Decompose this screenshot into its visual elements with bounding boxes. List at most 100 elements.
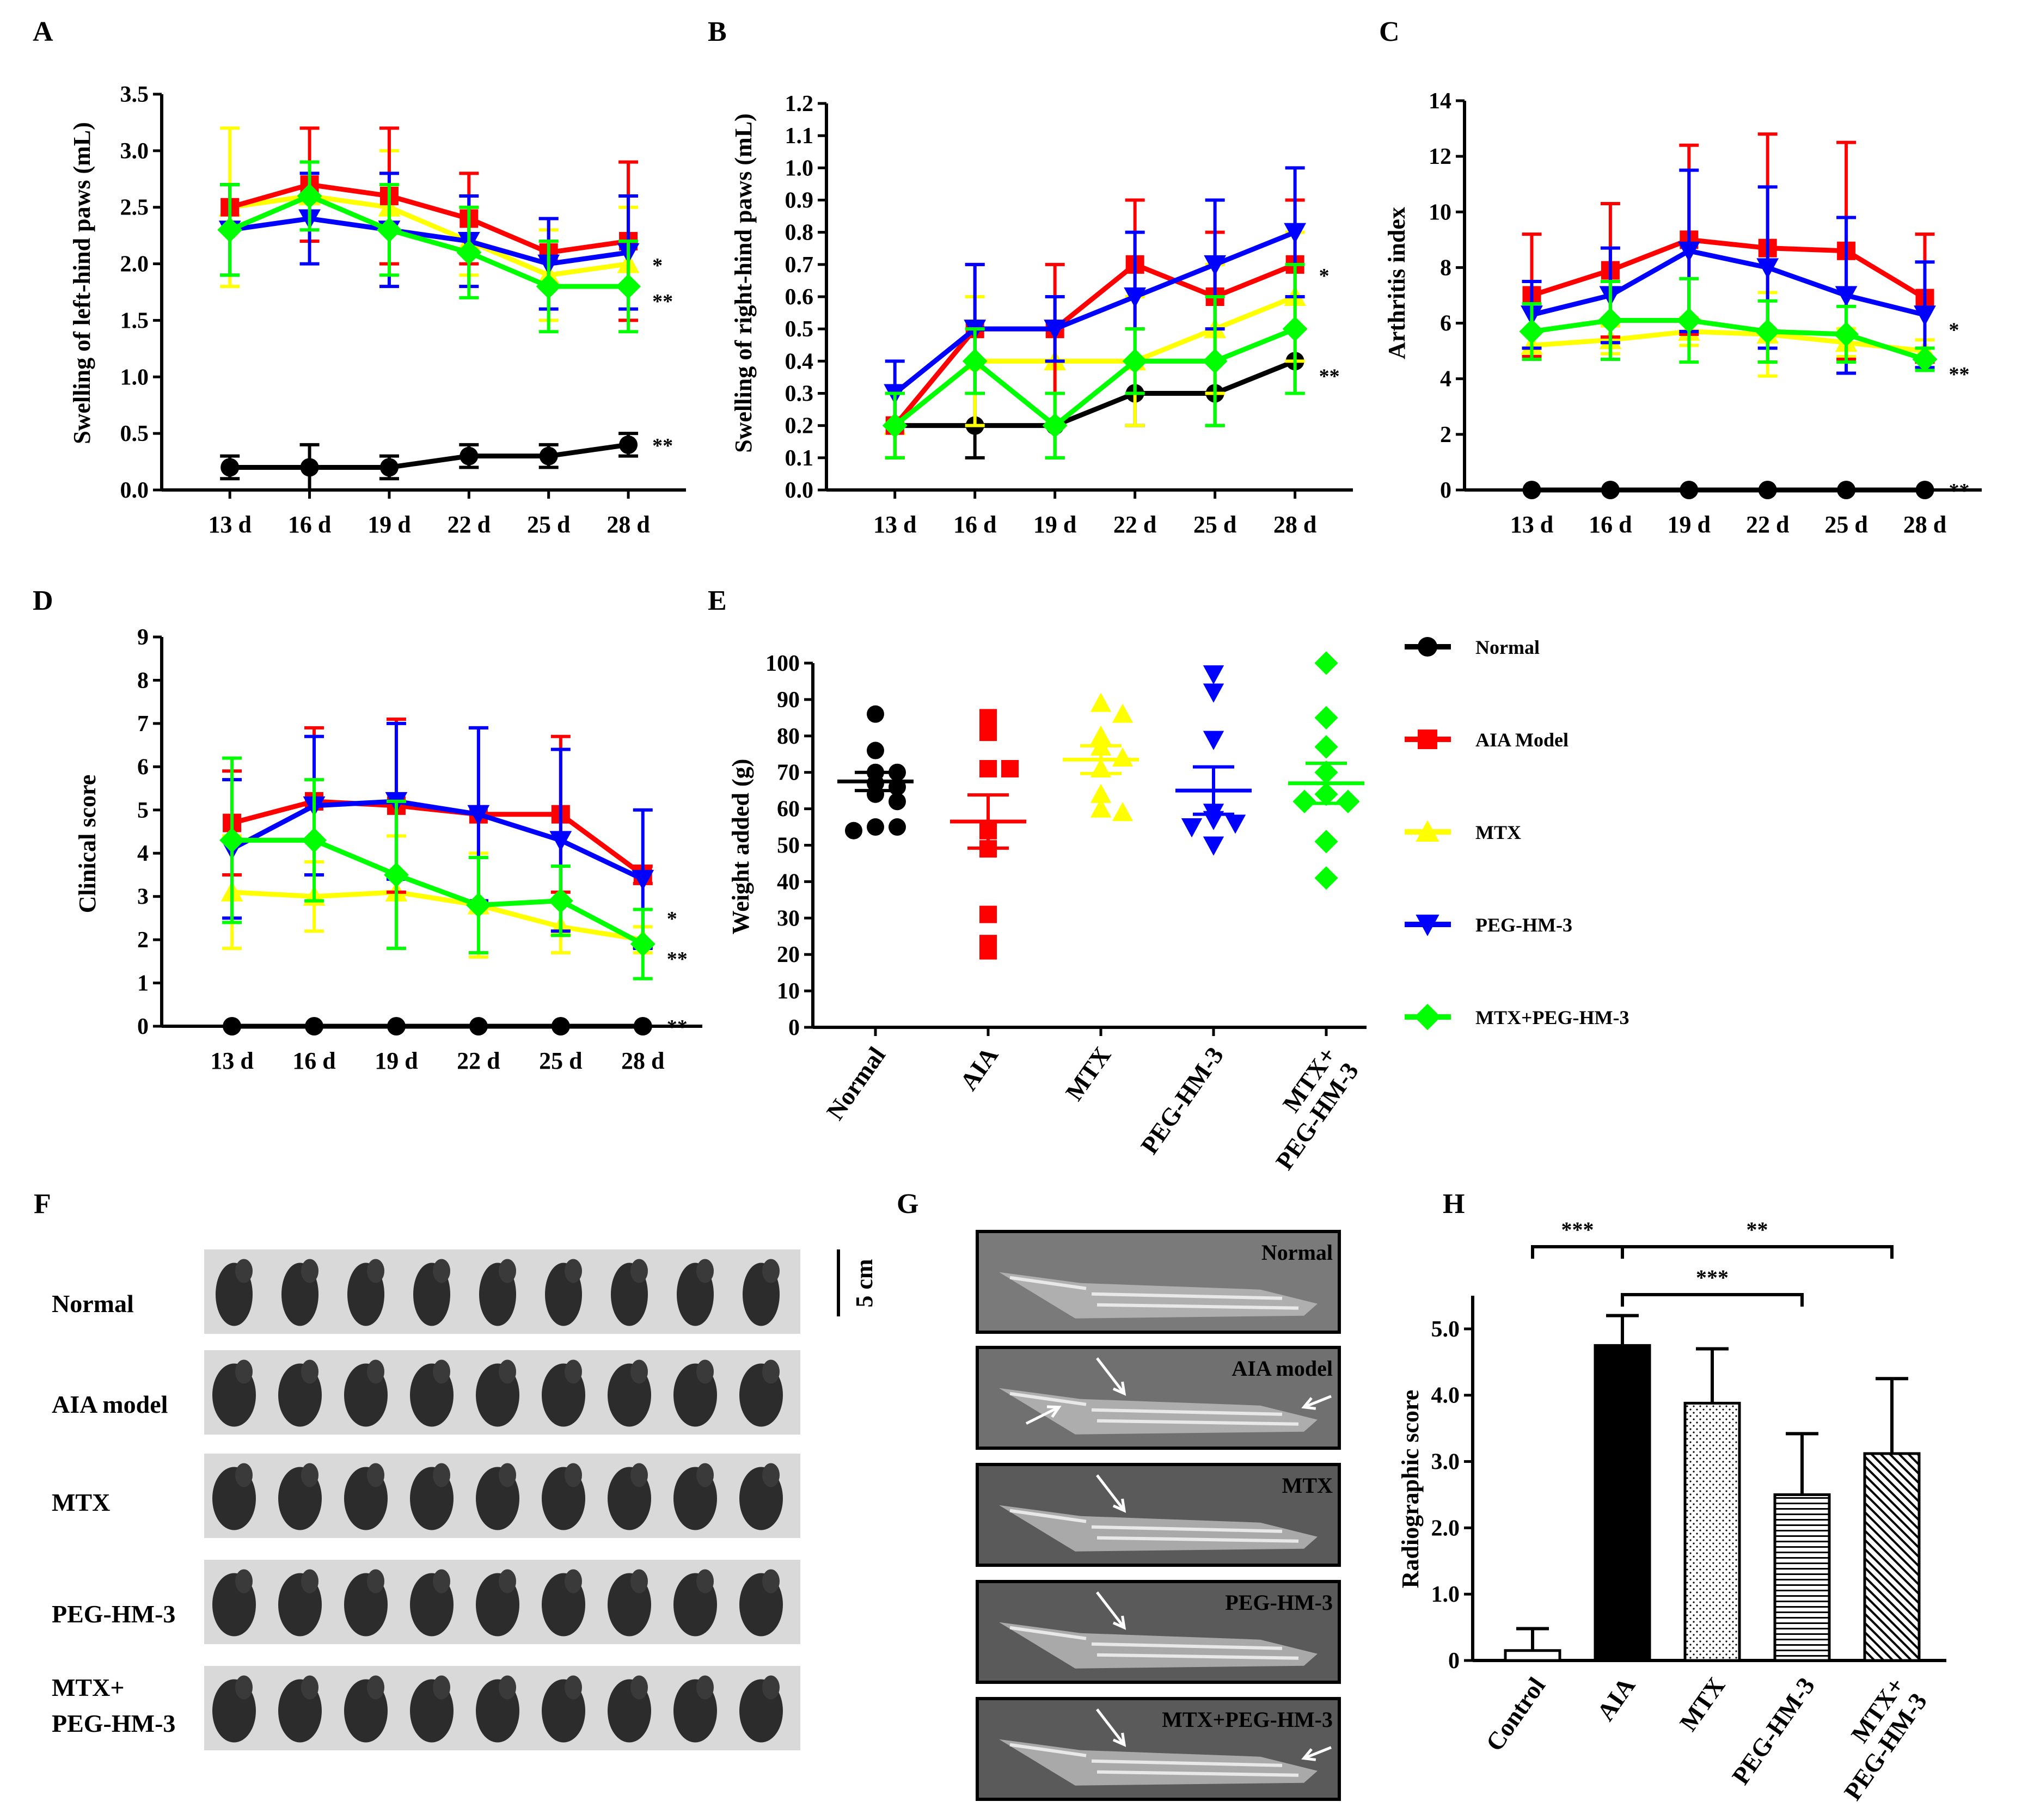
x-tick-label: 19 d <box>1033 511 1076 538</box>
bar-group <box>1594 1314 1651 1662</box>
data-point <box>1522 481 1541 499</box>
y-tick-label: 6 <box>1440 311 1451 336</box>
paw <box>212 1675 256 1743</box>
y-tick-label: 8 <box>1440 255 1451 280</box>
paw <box>347 1259 384 1326</box>
bar <box>1863 1452 1921 1662</box>
arrow-icon <box>1025 1405 1062 1425</box>
radiograph: MTX <box>976 1463 1341 1567</box>
paw <box>344 1359 388 1427</box>
x-tick-label: 13 d <box>210 1047 253 1074</box>
x-tick-label: 22 d <box>457 1047 500 1074</box>
paw <box>476 1675 519 1743</box>
bar <box>1594 1344 1651 1662</box>
bar <box>1683 1401 1741 1662</box>
paw-toe <box>433 1463 450 1487</box>
paw-toe <box>762 1359 780 1384</box>
series-mtx-peg-hm-3 <box>217 160 641 334</box>
paw-toe <box>235 1359 253 1384</box>
paw <box>542 1463 585 1530</box>
data-point <box>549 831 572 851</box>
data-point <box>551 1017 570 1035</box>
paw-toe <box>433 1359 450 1384</box>
x-tick-label: MTX+PEG-HM-3 <box>1816 1672 1932 1805</box>
data-point <box>1181 818 1203 838</box>
significance-bracket: ** <box>1621 1217 1894 1259</box>
y-axis-title: Clinical score <box>74 775 101 914</box>
row-label: Normal <box>52 1290 134 1317</box>
data-point <box>889 763 906 781</box>
data-point <box>1112 802 1134 822</box>
legend-marker <box>1418 637 1437 657</box>
y-tick-label: 12 <box>1429 144 1451 169</box>
radiograph: AIA model <box>976 1346 1341 1450</box>
paw <box>212 1359 256 1427</box>
arrow-shaft <box>1096 1591 1125 1629</box>
photo-row: MTX <box>52 1454 800 1538</box>
bracket-line <box>1531 1245 1624 1259</box>
paw <box>410 1463 454 1530</box>
series-line <box>230 799 644 881</box>
series-normal <box>837 705 914 839</box>
photo-row: MTX+ PEG-HM-3 <box>52 1666 800 1750</box>
x-tick-label: 13 d <box>873 511 916 538</box>
arrow-shaft <box>1303 1395 1332 1409</box>
y-tick-label: 30 <box>777 906 800 931</box>
panel-f-photos: F Normal AIA model MTX PEG-HM-3 MTX+ PEG-HM-3 5… <box>34 1188 878 1750</box>
data-point <box>1597 308 1623 333</box>
paw-toe <box>235 1259 253 1283</box>
bracket-line <box>1621 1293 1804 1307</box>
panel-d-chart: D 0 1 2 3 4 5 6 7 8 9 13 d 16 d 19 d 22 d 25 d 28 d Clini… <box>33 585 702 1074</box>
panel-letter: H <box>1443 1188 1465 1220</box>
x-tick-label: 28 d <box>1903 511 1946 538</box>
data-point <box>979 760 997 778</box>
x-tick-label: Control <box>1480 1672 1551 1756</box>
significance-marker: ** <box>652 434 673 457</box>
y-tick-label: 0.0 <box>785 478 814 503</box>
panel-letter: A <box>33 16 53 47</box>
data-point <box>1090 725 1112 745</box>
row-label: AIA model <box>52 1390 168 1418</box>
data-point <box>979 724 997 742</box>
x-tick-label: 19 d <box>367 511 411 538</box>
y-tick-label: 0.8 <box>785 220 814 246</box>
series-line <box>229 216 629 267</box>
series-peg-hm-3 <box>1175 665 1252 856</box>
paw <box>278 1463 322 1530</box>
series-aia <box>950 709 1026 960</box>
x-tick-label: 22 d <box>448 511 491 538</box>
data-point <box>305 1017 324 1035</box>
arrow-icon <box>1301 1746 1332 1761</box>
paw-toe <box>367 1569 384 1594</box>
paw-toe <box>235 1675 253 1700</box>
paw-toe <box>630 1359 648 1384</box>
paw-toe <box>696 1359 714 1384</box>
paw-toe <box>301 1569 318 1594</box>
series-normal <box>223 1017 652 1035</box>
paw <box>673 1569 717 1637</box>
y-tick-label: 2.0 <box>1431 1516 1460 1541</box>
paw-toe <box>433 1569 450 1594</box>
radiograph-label: AIA model <box>1232 1356 1333 1381</box>
paw <box>545 1259 582 1326</box>
data-point <box>1314 706 1338 730</box>
y-tick-label: 0.1 <box>785 446 814 471</box>
significance-marker: ** <box>1949 480 1970 503</box>
y-tick-label: 0.7 <box>785 253 814 278</box>
paw <box>278 1569 322 1637</box>
data-point <box>1042 413 1068 438</box>
data-point <box>376 217 402 243</box>
legend-item-aia-model: AIA Model <box>1405 729 1569 751</box>
bone-lines <box>1009 1509 1299 1543</box>
panel-a-chart: A 0.0 0.5 1.0 1.5 2.0 2.5 3.0 3.5 13 d 16 d 19 d 22 … <box>33 16 686 538</box>
paw-toe <box>235 1569 253 1594</box>
y-tick-label: 2 <box>1440 422 1451 448</box>
data-point <box>1758 481 1777 499</box>
y-tick-label: 6 <box>137 755 149 780</box>
panel-letter: E <box>708 585 727 616</box>
data-point <box>889 818 906 836</box>
bone-lines <box>1009 1626 1299 1660</box>
y-tick-label: 2 <box>137 928 149 953</box>
data-point <box>1835 286 1858 307</box>
